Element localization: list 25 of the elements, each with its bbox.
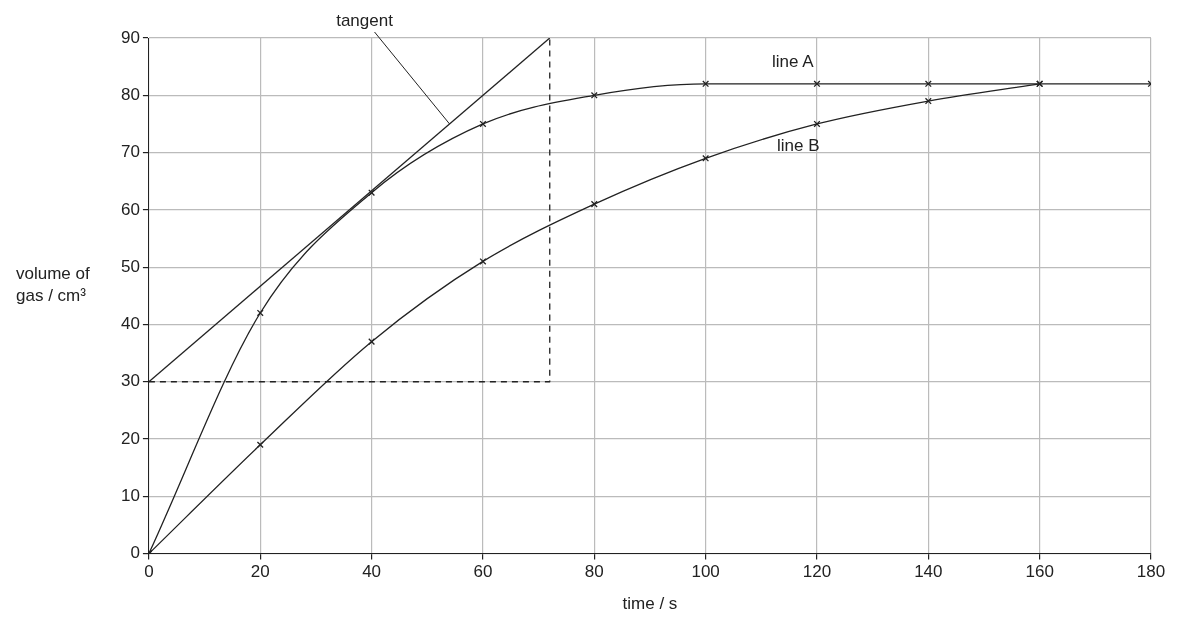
x-tick-label: 20 <box>250 562 270 582</box>
series-label: line B <box>776 135 820 155</box>
x-tick-label: 140 <box>914 562 943 582</box>
y-tick-label: 80 <box>120 84 140 104</box>
y-tick-label: 0 <box>130 543 140 563</box>
y-tick-label: 10 <box>120 486 140 505</box>
x-tick-label: 100 <box>691 562 720 582</box>
x-tick-label: 120 <box>802 562 832 582</box>
x-tick-label: 180 <box>1136 562 1166 582</box>
y-tick-label: 50 <box>120 256 140 276</box>
series-label: line A <box>771 51 815 71</box>
x-tick-label: 0 <box>144 562 154 582</box>
y-tick-label: 70 <box>120 142 140 162</box>
y-tick-label: 90 <box>120 27 140 47</box>
x-tick-label: 60 <box>473 562 493 582</box>
x-tick-label: 80 <box>584 562 604 582</box>
annotation: tangent <box>336 11 394 31</box>
y-axis-title: volume of gas / cm³ <box>16 264 90 306</box>
x-tick-label: 40 <box>362 562 382 582</box>
x-tick-label: 160 <box>1025 562 1054 582</box>
y-tick-label: 30 <box>120 371 140 391</box>
y-tick-label: 60 <box>120 199 140 219</box>
y-tick-label: 40 <box>120 314 140 334</box>
x-axis-title: time / s <box>622 593 678 613</box>
y-tick-label: 20 <box>120 428 140 448</box>
